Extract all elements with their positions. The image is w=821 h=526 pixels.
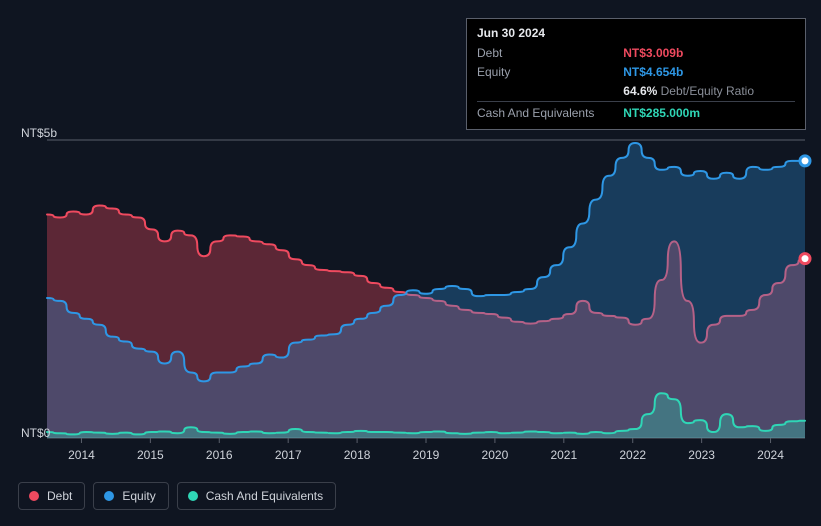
y-tick-bottom: NT$0 (21, 426, 50, 440)
tooltip-row-label: Cash And Equivalents (477, 102, 623, 124)
x-tick-label: 2021 (550, 448, 577, 462)
x-tick-label: 2014 (68, 448, 95, 462)
legend-label: Equity (122, 489, 155, 503)
legend-dot-icon (188, 491, 198, 501)
tooltip-row-value: NT$285.000m (623, 102, 795, 124)
y-tick-top: NT$5b (21, 126, 57, 140)
x-tick-label: 2020 (482, 448, 509, 462)
legend-label: Debt (47, 489, 72, 503)
x-tick-label: 2017 (275, 448, 302, 462)
x-tick-label: 2019 (413, 448, 440, 462)
tooltip-row-value: NT$4.654b (623, 63, 795, 82)
legend-dot-icon (29, 491, 39, 501)
legend-item-debt[interactable]: Debt (18, 482, 85, 510)
tooltip-row-label (477, 82, 623, 102)
legend-item-cash[interactable]: Cash And Equivalents (177, 482, 336, 510)
chart-tooltip: Jun 30 2024 DebtNT$3.009bEquityNT$4.654b… (466, 18, 806, 130)
chart-legend: Debt Equity Cash And Equivalents (18, 482, 336, 510)
x-tick-label: 2022 (619, 448, 646, 462)
tooltip-row-value: 64.6% Debt/Equity Ratio (623, 82, 795, 102)
tooltip-table: DebtNT$3.009bEquityNT$4.654b64.6% Debt/E… (477, 44, 795, 123)
x-tick-label: 2024 (757, 448, 784, 462)
legend-item-equity[interactable]: Equity (93, 482, 168, 510)
legend-label: Cash And Equivalents (206, 489, 323, 503)
x-tick-label: 2023 (688, 448, 715, 462)
x-axis-labels: 2014 2015 2016 2017 2018 2019 2020 2021 2022 2023… (0, 448, 821, 466)
tooltip-row-value: NT$3.009b (623, 44, 795, 63)
x-tick-label: 2016 (206, 448, 233, 462)
x-tick-label: 2015 (137, 448, 164, 462)
x-tick-label: 2018 (344, 448, 371, 462)
tooltip-row-label: Debt (477, 44, 623, 63)
tooltip-row-label: Equity (477, 63, 623, 82)
tooltip-date: Jun 30 2024 (477, 25, 795, 42)
legend-dot-icon (104, 491, 114, 501)
